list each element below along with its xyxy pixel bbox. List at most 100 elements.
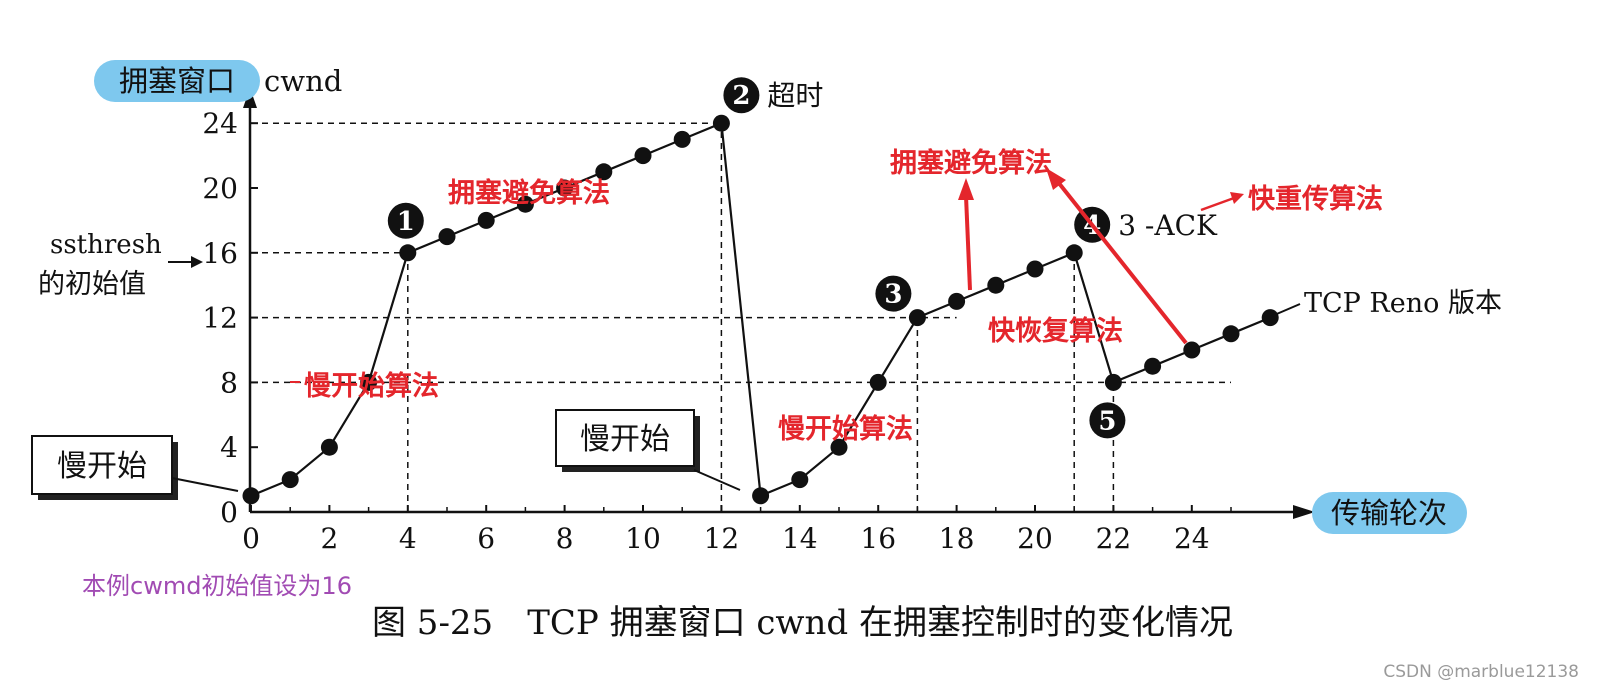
watermark: CSDN @marblue12138 — [1383, 662, 1579, 682]
fast-recovery-label: 快恢复算法 — [988, 315, 1123, 347]
y-tick-label: 20 — [202, 172, 238, 205]
slow-start-box-1: 慢开始 — [31, 435, 239, 500]
data-point — [399, 244, 417, 262]
ssthresh-arrowhead — [191, 256, 203, 268]
x-tick-label: 4 — [399, 522, 417, 555]
slow-start-box-2-text: 慢开始 — [580, 422, 670, 457]
data-point — [1222, 325, 1240, 343]
data-point — [556, 179, 574, 197]
data-point — [634, 147, 652, 165]
data-point — [908, 309, 926, 327]
data-point — [673, 130, 691, 148]
fr-arrow — [1200, 196, 1235, 212]
y-tick-label: 16 — [202, 237, 238, 270]
data-point — [477, 211, 495, 229]
data-point — [1104, 373, 1122, 391]
y-tick-label: 12 — [202, 302, 238, 335]
fast-retransmit-label: 快重传算法 — [1248, 183, 1383, 215]
y-tick-label: 4 — [220, 431, 238, 464]
data-point — [281, 471, 299, 489]
slow-start-box-1-text: 慢开始 — [57, 449, 147, 484]
x-tick-label: 22 — [1096, 522, 1132, 555]
data-point — [360, 373, 378, 391]
data-point — [1026, 260, 1044, 278]
figure-caption: 图 5-25 TCP 拥塞窗口 cwnd 在拥塞控制时的变化情况 — [372, 603, 1233, 643]
x-tick-label: 6 — [477, 522, 495, 555]
data-point — [791, 471, 809, 489]
x-axis-title-pill — [1312, 492, 1467, 534]
ca-arrow-1 — [964, 195, 972, 291]
marker-5-number: 5 — [1098, 406, 1116, 436]
congestion-avoidance-label-1: 拥塞避免算法 — [448, 177, 610, 209]
marker-1-badge — [387, 202, 424, 239]
data-point — [948, 292, 966, 310]
data-point — [987, 276, 1005, 294]
cwnd-series — [242, 114, 1279, 505]
series-line — [250, 121, 1271, 498]
data-point — [869, 373, 887, 391]
x-tick-label: 8 — [556, 522, 574, 555]
marker-2-badge — [723, 77, 760, 114]
slow-start-label-1: 慢开始算法 — [304, 370, 439, 402]
data-point — [712, 114, 730, 132]
data-point — [1183, 341, 1201, 359]
marker-2-number: 2 — [732, 81, 750, 111]
x-tick-label: 12 — [704, 522, 740, 555]
fr-arrow-head — [1230, 192, 1244, 204]
congestion-avoidance-label-2: 拥塞避免算法 — [890, 147, 1052, 179]
reference-lines — [251, 122, 1231, 512]
y-tick-label: 8 — [220, 366, 238, 399]
x-axis-title-text: 传输轮次 — [1331, 496, 1447, 530]
x-tick-label: 10 — [625, 522, 661, 555]
x-tick-label: 14 — [782, 522, 818, 555]
ssthresh-label: ssthresh 的初始值 — [38, 230, 203, 300]
marker-1-number: 1 — [397, 207, 415, 237]
ssthresh-label-line2: 的初始值 — [38, 269, 146, 300]
note: 本例cwmd初始值设为16 — [82, 572, 352, 600]
data-point — [1065, 244, 1083, 262]
marker-2-label: 超时 — [767, 79, 823, 112]
y-axis-title: 拥塞窗口 cwnd — [94, 60, 342, 102]
y-axis-title-pill — [94, 60, 260, 102]
data-point — [516, 195, 534, 213]
x-tick-label: 18 — [939, 522, 975, 555]
marker-3-number: 3 — [884, 280, 902, 310]
data-point — [320, 438, 338, 456]
y-axis-unit: cwnd — [264, 64, 342, 98]
slow-start-box-2-frame — [555, 409, 695, 467]
version-label-text: TCP Reno 版本 — [1304, 288, 1502, 319]
y-tick-labels: 0 4 8 12 16 20 24 — [202, 107, 258, 529]
y-tick-label: 24 — [202, 107, 238, 140]
ssthresh-label-line1: ssthresh — [50, 230, 162, 260]
x-tick-labels: 0 2 4 6 8 10 12 14 16 18 20 22 24 — [242, 505, 1232, 555]
data-point — [242, 487, 260, 505]
data-point — [830, 438, 848, 456]
slow-start-box-1-frame — [31, 435, 173, 495]
slow-start-box-2: 慢开始 — [555, 409, 741, 491]
data-point — [1261, 309, 1279, 327]
y-axis-title-text: 拥塞窗口 — [119, 64, 235, 98]
version-label-leader — [1271, 303, 1301, 317]
marker-3-badge — [875, 275, 912, 312]
x-tick-label: 24 — [1174, 522, 1210, 555]
data-point — [1144, 357, 1162, 375]
ca-arrow-2 — [1056, 180, 1188, 345]
x-tick-label: 20 — [1017, 522, 1053, 555]
data-point — [438, 228, 456, 246]
data-point — [595, 163, 613, 181]
slow-start-box-1-arrow — [171, 477, 239, 492]
red-annotations: 拥塞避免算法 拥塞避免算法 快重传算法 快恢复算法 慢开始算法 慢开始算法 — [290, 147, 1383, 445]
slow-start-box-2-arrow — [693, 469, 741, 491]
slow-start-label-2: 慢开始算法 — [778, 413, 913, 445]
x-tick-label: 2 — [320, 522, 338, 555]
ca-arrow-1-head — [958, 178, 974, 200]
marker-4-label: 3 -ACK — [1118, 209, 1218, 242]
x-axis-arrow — [1293, 505, 1315, 519]
data-point — [752, 487, 770, 505]
x-tick-label: 0 — [242, 522, 260, 555]
x-tick-label: 16 — [860, 522, 896, 555]
marker-5-badge — [1089, 402, 1126, 439]
y-tick-label: 0 — [220, 496, 238, 529]
